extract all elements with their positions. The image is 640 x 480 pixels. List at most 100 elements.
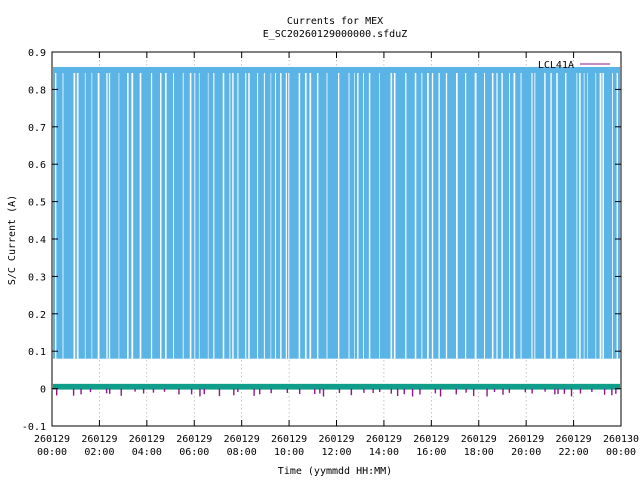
series-spike-lcl41a-50 [563, 388, 566, 394]
series-gap-63 [501, 72, 503, 359]
series-gap-11 [131, 72, 134, 359]
series-gap-6 [97, 72, 100, 359]
series-gap-20 [198, 72, 200, 359]
series-band-teal [53, 383, 620, 390]
series-spike-lcl41a-8 [142, 388, 145, 394]
series-gap-48 [390, 72, 393, 359]
series-spike-lcl41a-30 [378, 388, 381, 393]
series-gap-53 [427, 72, 429, 359]
x-tick-time-2: 04:00 [132, 447, 162, 458]
series-gap-17 [182, 72, 184, 359]
x-tick-date-11: 260129 [556, 434, 592, 445]
series-spike-lcl41a-10 [163, 388, 166, 392]
series-gap-40 [326, 72, 328, 359]
series-gap-23 [222, 72, 225, 359]
series-spike-lcl41a-44 [508, 388, 511, 393]
series-spike-lcl41a-42 [493, 388, 496, 393]
series-spike-lcl41a-48 [554, 388, 556, 395]
x-tick-time-8: 16:00 [416, 447, 446, 458]
series-gap-78 [599, 72, 602, 359]
series-gap-77 [595, 72, 597, 359]
x-tick-time-11: 22:00 [559, 447, 589, 458]
series-gap-25 [232, 72, 234, 359]
series-spike-lcl41a-2 [80, 388, 82, 395]
series-gap-47 [379, 72, 380, 359]
series-gap-57 [455, 72, 458, 359]
y-tick-label-7: 0.6 [28, 160, 46, 171]
y-tick-label-0: -0.1 [22, 422, 46, 433]
series-gap-69 [544, 72, 546, 359]
series-gap-3 [76, 72, 79, 359]
series-gap-27 [245, 72, 247, 359]
series-spike-lcl41a-4 [105, 388, 108, 394]
series-spike-lcl41a-25 [322, 388, 325, 397]
series-spike-lcl41a-17 [237, 388, 239, 393]
series-spike-lcl41a-18 [253, 388, 255, 396]
y-tick-label-9: 0.8 [28, 85, 46, 96]
legend-label-lcl41a: LCL41A [538, 60, 574, 71]
series-band-main [53, 66, 620, 359]
series-gap-36 [298, 72, 301, 359]
x-tick-date-4: 260129 [224, 434, 260, 445]
series-gap-68 [534, 72, 536, 359]
series-spike-lcl41a-47 [544, 388, 546, 392]
series-gap-62 [496, 72, 498, 359]
series-gap-72 [565, 72, 567, 359]
series-spike-lcl41a-31 [390, 388, 393, 394]
series-spike-lcl41a-16 [233, 388, 235, 396]
series-gap-10 [127, 72, 129, 359]
y-tick-label-5: 0.4 [28, 235, 46, 246]
series-spike-lcl41a-54 [603, 388, 606, 395]
series-spike-lcl41a-28 [363, 388, 365, 393]
series-gap-32 [274, 72, 277, 359]
y-tick-label-2: 0.1 [28, 347, 46, 358]
series-spike-lcl41a-3 [89, 388, 92, 393]
series-spike-lcl41a-36 [434, 388, 437, 394]
series-gap-81 [616, 72, 619, 359]
series-gap-19 [194, 72, 196, 359]
series-gap-71 [556, 72, 558, 359]
series-gap-59 [474, 72, 477, 359]
series-gap-14 [160, 72, 162, 359]
series-gap-39 [316, 72, 319, 359]
series-gap-79 [602, 72, 604, 359]
series-gap-1 [62, 72, 64, 359]
series-spike-lcl41a-49 [557, 388, 559, 395]
x-tick-date-8: 260129 [413, 434, 449, 445]
series-gap-54 [431, 72, 434, 359]
series-spike-lcl41a-9 [152, 388, 155, 393]
series-gap-9 [118, 72, 120, 359]
series-spike-lcl41a-24 [319, 388, 321, 394]
x-tick-date-2: 260129 [129, 434, 165, 445]
x-tick-date-3: 260129 [176, 434, 212, 445]
series-gap-4 [84, 72, 86, 359]
series-gap-2 [73, 72, 76, 359]
series-gap-80 [612, 72, 613, 359]
series-spike-lcl41a-51 [570, 388, 573, 397]
x-tick-date-9: 260129 [461, 434, 497, 445]
x-tick-date-5: 260129 [271, 434, 307, 445]
series-gap-58 [464, 72, 467, 359]
series-gap-65 [513, 72, 516, 359]
series-spike-lcl41a-14 [203, 388, 205, 395]
series-spike-lcl41a-45 [524, 388, 527, 393]
series-gap-24 [229, 72, 231, 359]
series-gap-70 [550, 72, 552, 359]
series-spike-lcl41a-43 [502, 388, 504, 395]
series-spike-lcl41a-53 [591, 388, 593, 392]
series-gap-28 [248, 72, 250, 359]
series-spike-lcl41a-1 [72, 388, 75, 396]
series-gap-52 [421, 72, 423, 359]
series-spike-lcl41a-12 [190, 388, 193, 395]
legend: LCL41A [538, 60, 610, 71]
series-spike-lcl41a-29 [372, 388, 374, 394]
y-tick-label-4: 0.3 [28, 272, 46, 283]
series-gap-5 [91, 72, 93, 359]
series-gap-37 [304, 72, 307, 359]
series-spike-lcl41a-35 [419, 388, 421, 395]
x-tick-date-10: 260129 [508, 434, 544, 445]
series-gap-55 [438, 72, 440, 359]
series-spike-lcl41a-39 [465, 388, 467, 393]
series-spike-lcl41a-21 [286, 388, 289, 393]
